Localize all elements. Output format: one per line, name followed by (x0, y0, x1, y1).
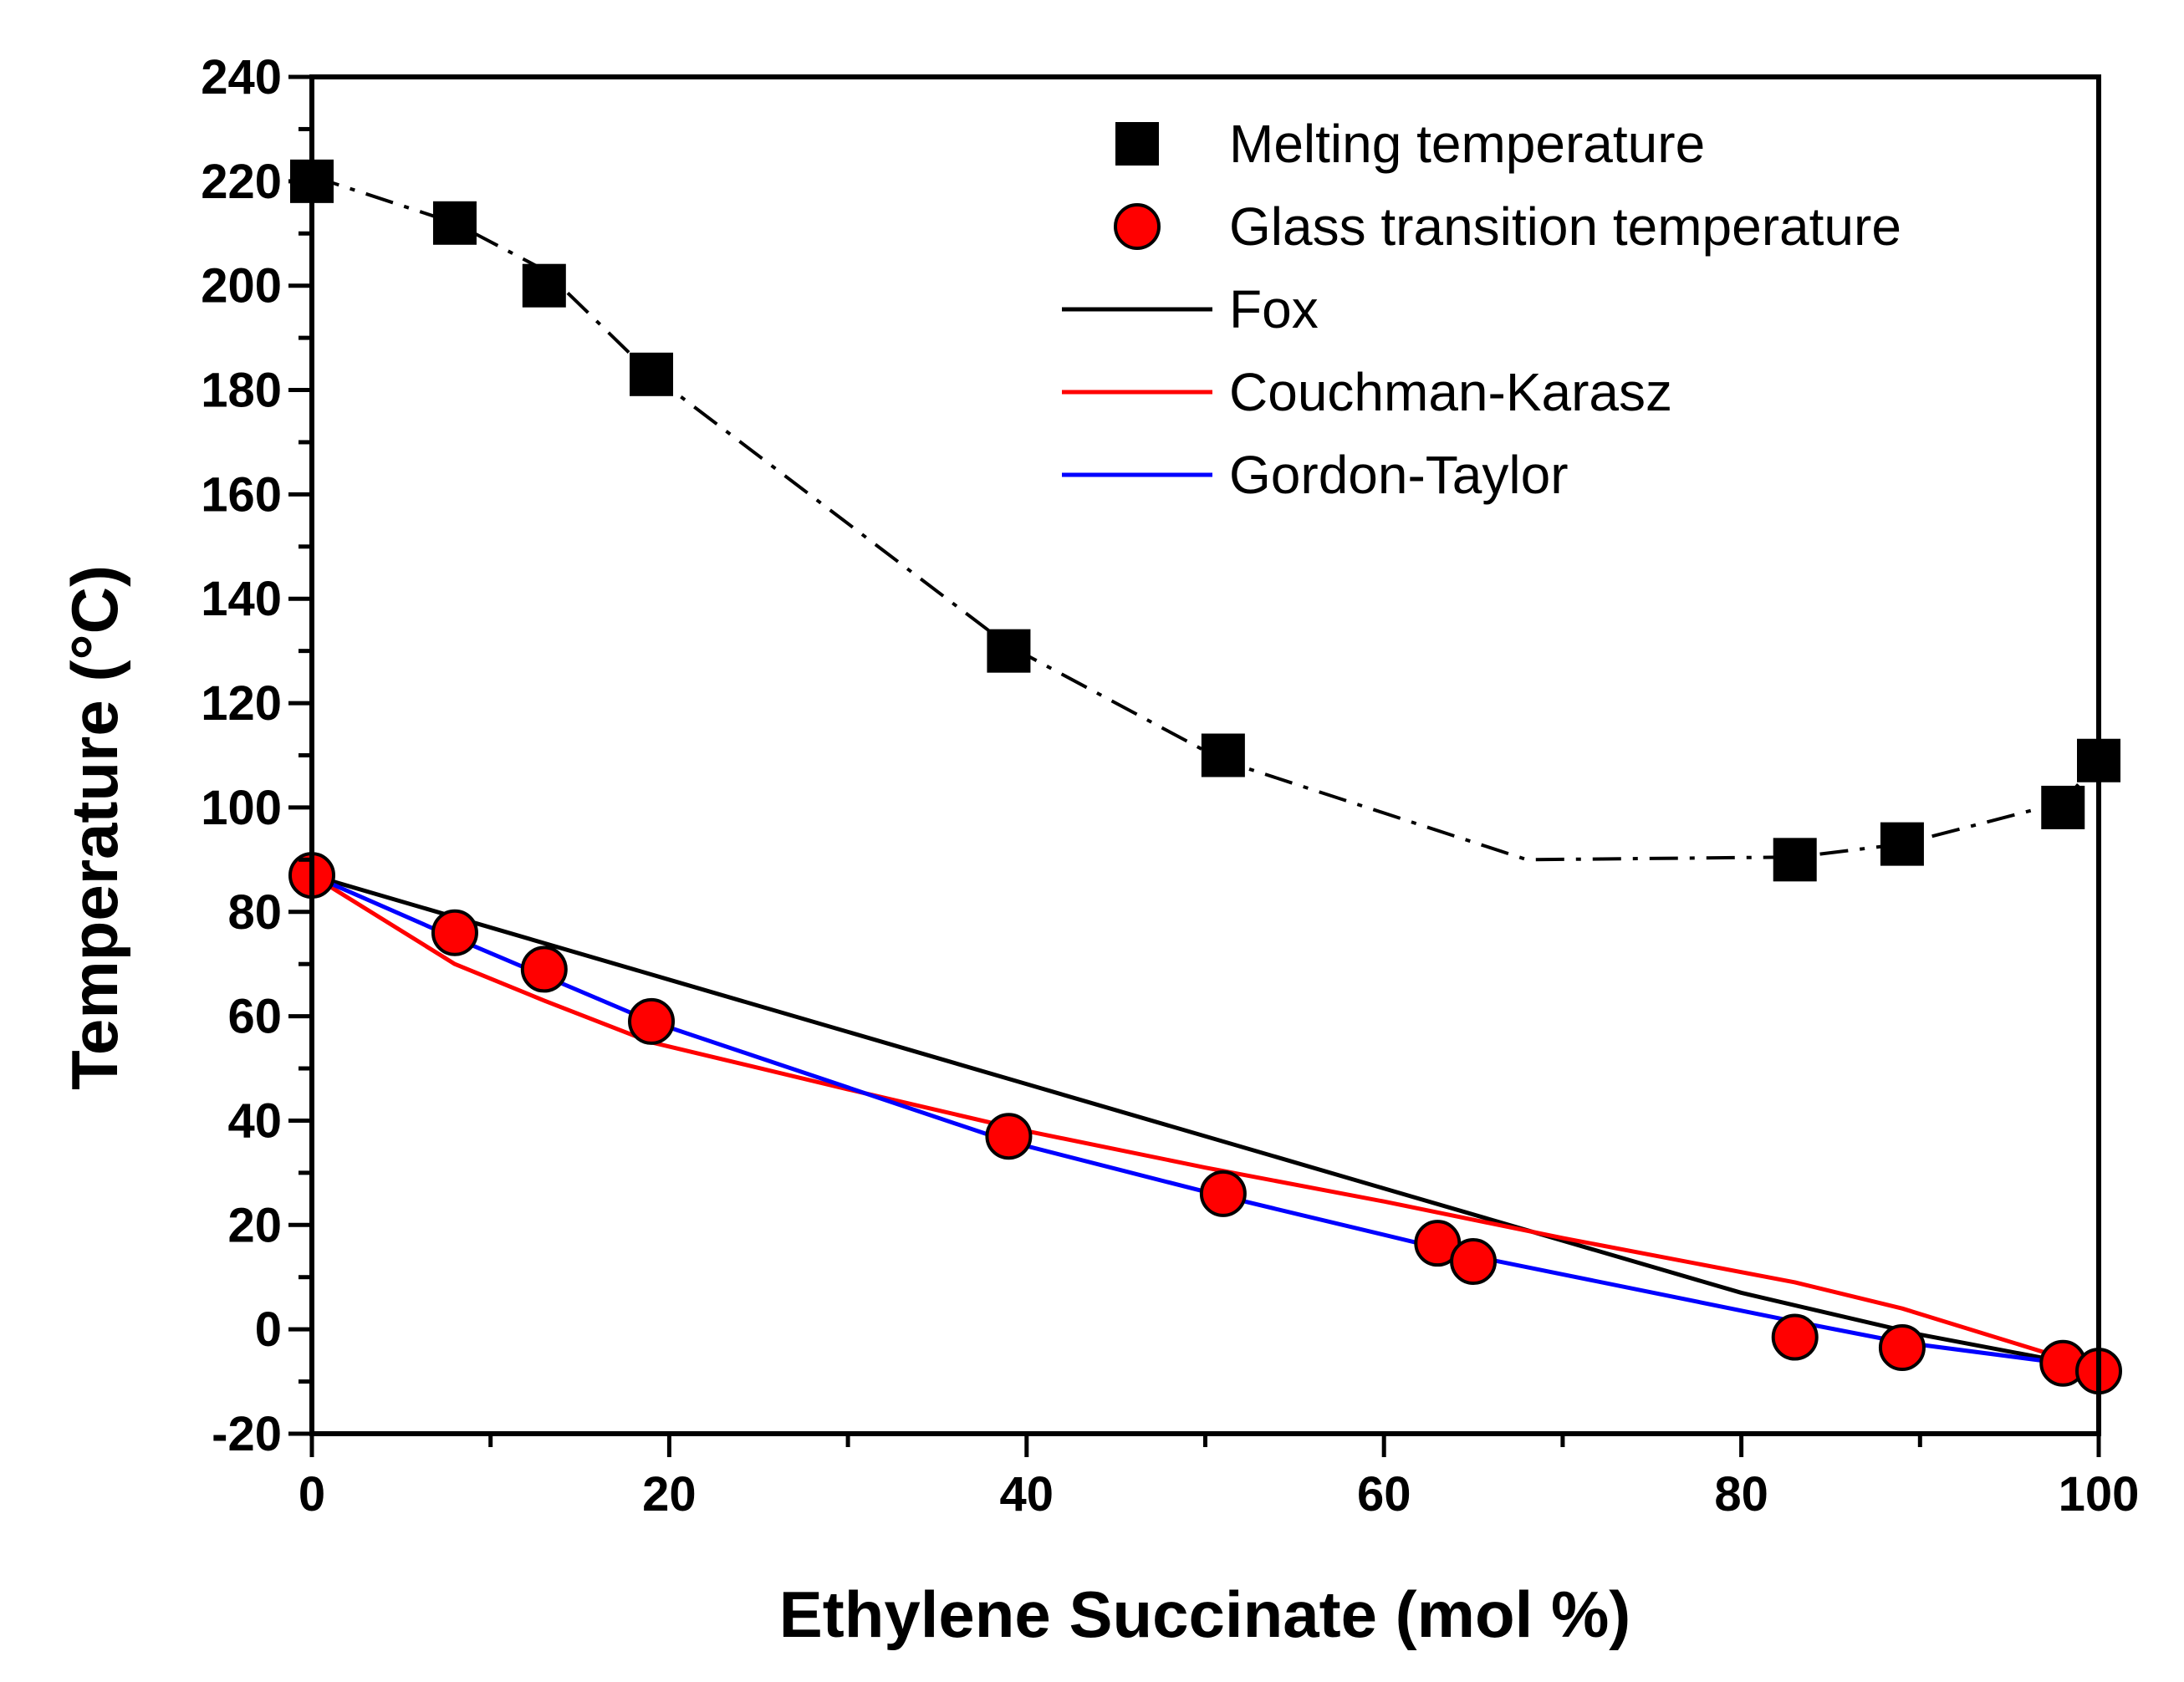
melting-point (1773, 838, 1817, 882)
melting-point (1880, 822, 1924, 866)
legend-label-gordon-taylor: Gordon-Taylor (1229, 445, 1569, 505)
legend-label-melting-temperature: Melting temperature (1229, 114, 1705, 174)
glass-transition-point (628, 997, 676, 1045)
glass-transition-point (520, 945, 568, 993)
y-tick-label: 0 (255, 1302, 282, 1357)
y-tick-label: 140 (201, 572, 282, 626)
melting-point (987, 629, 1031, 673)
y-tick-label: 20 (227, 1198, 282, 1252)
glass-transition-point (985, 1113, 1033, 1160)
plot-frame (309, 74, 2101, 1436)
glass-transition-point (1199, 1170, 1247, 1217)
legend-label-fox: Fox (1229, 279, 1319, 339)
glass-transition-point (1450, 1238, 1498, 1286)
series-line-couchman-karasz (310, 873, 2100, 1371)
y-tick-label: 200 (201, 259, 282, 313)
x-tick-label: 0 (299, 1467, 325, 1521)
x-tick-label: 80 (1714, 1467, 1768, 1521)
melting-point (2041, 785, 2085, 829)
legend-label-glass-transition-temperature: Glass transition temperature (1229, 196, 1901, 257)
y-tick-label: 100 (201, 781, 282, 835)
y-tick-label: -20 (212, 1407, 282, 1461)
glass-transition-point (1771, 1313, 1819, 1361)
y-tick-label: 40 (227, 1093, 282, 1148)
legend-circle-marker (1114, 203, 1161, 250)
glass-transition-point (1878, 1324, 1926, 1372)
melting-point (522, 263, 566, 308)
y-tick-label: 80 (227, 885, 282, 940)
y-tick-label: 240 (201, 50, 282, 104)
legend-square-marker (1115, 122, 1159, 166)
x-tick-label: 100 (2059, 1467, 2140, 1521)
x-tick-label: 60 (1357, 1467, 1411, 1521)
series-layer (288, 159, 2122, 1395)
y-tick-label: 120 (201, 676, 282, 731)
y-tick-label: 160 (201, 467, 282, 522)
x-axis-title: Ethylene Succinate (mol %) (779, 1578, 1631, 1651)
legend-label-couchman-karasz: Couchman-Karasz (1229, 362, 1672, 422)
glass-transition-point (431, 909, 478, 956)
y-tick-label: 220 (201, 155, 282, 209)
melting-point (630, 352, 674, 396)
melting-point (432, 201, 477, 245)
melting-point (1201, 733, 1245, 777)
y-tick-label: 180 (201, 364, 282, 418)
legend: Melting temperature Glass transition temp… (1062, 114, 1901, 505)
y-axis-title: Temperature (°C) (58, 565, 131, 1090)
x-tick-label: 20 (642, 1467, 697, 1521)
ticks-layer: 0 20 40 60 80 100 -20 0 20 40 60 80 100 120 140 160 180 2… (201, 50, 2139, 1521)
y-tick-label: 60 (227, 990, 282, 1044)
x-tick-label: 40 (1000, 1467, 1054, 1521)
